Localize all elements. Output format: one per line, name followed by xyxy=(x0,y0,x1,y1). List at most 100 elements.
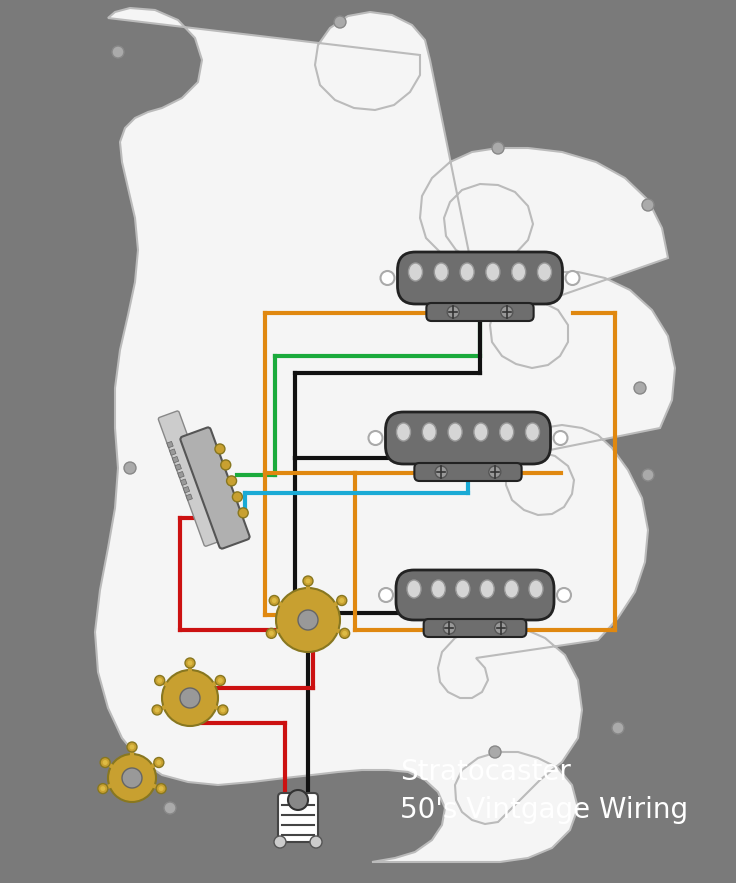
Ellipse shape xyxy=(397,423,411,441)
Circle shape xyxy=(381,271,394,285)
Circle shape xyxy=(298,610,318,630)
Circle shape xyxy=(185,658,195,668)
Circle shape xyxy=(642,199,654,211)
Circle shape xyxy=(557,588,571,602)
Circle shape xyxy=(495,622,506,634)
Circle shape xyxy=(238,508,248,517)
Circle shape xyxy=(159,786,163,791)
Circle shape xyxy=(180,688,200,708)
Circle shape xyxy=(266,629,276,638)
Circle shape xyxy=(492,142,504,154)
Circle shape xyxy=(122,768,142,788)
Ellipse shape xyxy=(512,263,526,281)
Ellipse shape xyxy=(407,580,421,598)
FancyBboxPatch shape xyxy=(397,252,562,304)
Ellipse shape xyxy=(486,263,500,281)
Circle shape xyxy=(164,802,176,814)
Circle shape xyxy=(553,431,567,445)
Circle shape xyxy=(269,595,279,606)
Circle shape xyxy=(127,742,137,752)
Circle shape xyxy=(155,707,160,713)
Circle shape xyxy=(634,382,646,394)
Circle shape xyxy=(216,675,225,685)
Ellipse shape xyxy=(480,580,494,598)
Circle shape xyxy=(337,595,347,606)
Circle shape xyxy=(218,705,228,715)
Bar xyxy=(169,449,176,456)
Circle shape xyxy=(188,660,193,666)
Circle shape xyxy=(303,576,313,586)
Bar xyxy=(186,494,192,501)
Circle shape xyxy=(447,306,459,318)
Circle shape xyxy=(342,630,347,636)
FancyBboxPatch shape xyxy=(414,463,522,481)
FancyBboxPatch shape xyxy=(278,793,318,842)
Circle shape xyxy=(369,431,383,445)
Circle shape xyxy=(339,598,344,603)
Circle shape xyxy=(233,492,242,502)
Ellipse shape xyxy=(474,423,488,441)
Text: Stratocaster: Stratocaster xyxy=(400,758,571,786)
Circle shape xyxy=(152,705,162,715)
FancyBboxPatch shape xyxy=(180,427,250,548)
Ellipse shape xyxy=(408,263,422,281)
Circle shape xyxy=(154,758,164,767)
Circle shape xyxy=(276,588,340,652)
Circle shape xyxy=(220,707,225,713)
Ellipse shape xyxy=(526,423,539,441)
Ellipse shape xyxy=(460,263,474,281)
Bar xyxy=(178,472,184,478)
FancyBboxPatch shape xyxy=(426,303,534,321)
Circle shape xyxy=(155,675,165,685)
Circle shape xyxy=(269,630,274,636)
Circle shape xyxy=(334,16,346,28)
Ellipse shape xyxy=(434,263,448,281)
Circle shape xyxy=(274,836,286,848)
Circle shape xyxy=(100,758,110,767)
Polygon shape xyxy=(95,8,675,862)
Circle shape xyxy=(156,760,161,765)
Bar xyxy=(167,442,173,448)
Circle shape xyxy=(305,578,311,584)
Circle shape xyxy=(489,746,501,758)
Ellipse shape xyxy=(422,423,436,441)
Circle shape xyxy=(443,622,456,634)
Circle shape xyxy=(435,466,447,478)
Circle shape xyxy=(379,588,393,602)
Ellipse shape xyxy=(537,263,551,281)
Circle shape xyxy=(489,466,500,478)
Circle shape xyxy=(221,460,231,470)
Ellipse shape xyxy=(529,580,543,598)
Bar xyxy=(180,479,187,486)
Circle shape xyxy=(156,783,166,794)
Ellipse shape xyxy=(456,580,470,598)
Circle shape xyxy=(565,271,579,285)
FancyBboxPatch shape xyxy=(396,570,554,620)
Circle shape xyxy=(124,462,136,474)
FancyBboxPatch shape xyxy=(386,412,551,464)
Bar xyxy=(175,464,182,471)
Ellipse shape xyxy=(500,423,514,441)
Circle shape xyxy=(108,754,156,802)
Ellipse shape xyxy=(505,580,519,598)
Circle shape xyxy=(130,744,135,750)
Circle shape xyxy=(218,678,223,683)
Text: 50's Vintgage Wiring: 50's Vintgage Wiring xyxy=(400,796,688,824)
FancyBboxPatch shape xyxy=(424,619,526,637)
Circle shape xyxy=(162,670,218,726)
Circle shape xyxy=(612,722,624,734)
Circle shape xyxy=(100,786,105,791)
Circle shape xyxy=(98,783,108,794)
Circle shape xyxy=(288,790,308,810)
Circle shape xyxy=(158,678,162,683)
Circle shape xyxy=(215,444,225,454)
FancyBboxPatch shape xyxy=(158,411,224,547)
Ellipse shape xyxy=(431,580,445,598)
Circle shape xyxy=(500,306,513,318)
Circle shape xyxy=(339,629,350,638)
Bar xyxy=(183,487,190,493)
Bar xyxy=(172,457,179,463)
Circle shape xyxy=(642,469,654,481)
Ellipse shape xyxy=(448,423,462,441)
Circle shape xyxy=(310,836,322,848)
